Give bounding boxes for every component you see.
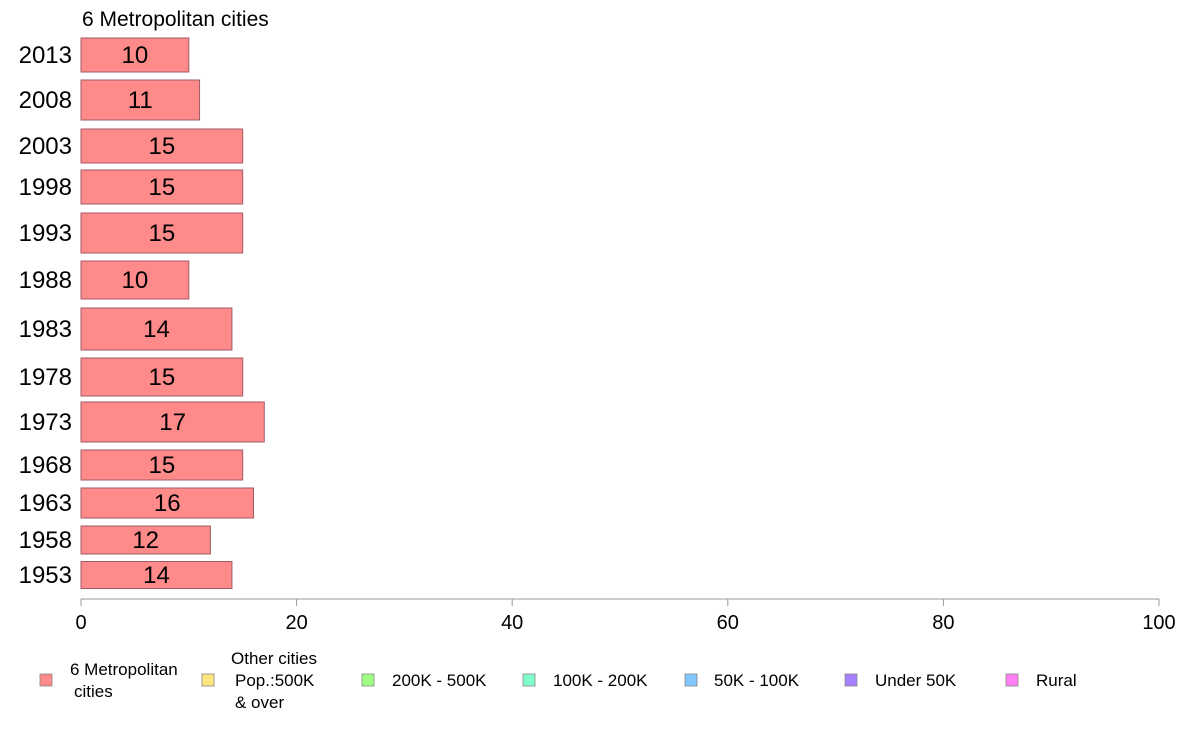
legend-swatch xyxy=(684,673,698,687)
legend-swatch xyxy=(39,673,53,687)
legend-label: 100K - 200K xyxy=(553,671,648,690)
category-label: 1968 xyxy=(19,452,72,479)
category-label: 1978 xyxy=(19,364,72,391)
bar-value-label: 14 xyxy=(143,316,170,343)
bars-layer: 2013 10 2008 11 2003 15 1998 15 1993 15 1988 10 1983… xyxy=(19,37,265,589)
legend-label-line: Pop.:500K xyxy=(235,671,315,690)
bar-value-label: 15 xyxy=(148,174,175,201)
legend-label: 6 Metropolitan cities xyxy=(70,660,178,701)
legend-swatch xyxy=(522,673,536,687)
x-tick-label: 40 xyxy=(501,612,523,634)
category-label: 1958 xyxy=(19,527,72,554)
legend-swatch xyxy=(1005,673,1019,687)
legend-swatch xyxy=(844,673,858,687)
bar xyxy=(80,561,233,589)
bar-value-label: 15 xyxy=(148,452,175,479)
bar-value-label: 17 xyxy=(159,409,186,436)
bar xyxy=(80,260,190,300)
bar xyxy=(80,401,265,443)
legend-label: 200K - 500K xyxy=(392,671,487,690)
legend-label-line: Rural xyxy=(1036,671,1077,690)
legend-label-line: & over xyxy=(235,693,284,712)
category-label: 1963 xyxy=(19,490,72,517)
bar-value-label: 16 xyxy=(154,490,181,517)
bar-value-label: 10 xyxy=(122,42,149,69)
legend-label-line: cities xyxy=(74,682,113,701)
x-tick-label: 100 xyxy=(1142,612,1175,634)
legend-label-line: 100K - 200K xyxy=(553,671,648,690)
bar-value-label: 15 xyxy=(148,133,175,160)
category-label: 1993 xyxy=(19,220,72,247)
bar xyxy=(80,169,244,205)
legend-label-line: Other cities xyxy=(231,649,317,668)
legend-label: 50K - 100K xyxy=(714,671,800,690)
category-label: 1988 xyxy=(19,267,72,294)
legend-label: Other cities Pop.:500K & over xyxy=(231,649,317,712)
x-tick-label: 80 xyxy=(932,612,954,634)
bar-value-label: 11 xyxy=(128,87,153,114)
category-label: 2003 xyxy=(19,133,72,160)
bar-value-label: 15 xyxy=(148,364,175,391)
legend-label-line: 6 Metropolitan xyxy=(70,660,178,679)
category-label: 1973 xyxy=(19,409,72,436)
category-label: 1953 xyxy=(19,562,72,589)
category-label: 1983 xyxy=(19,316,72,343)
bar xyxy=(80,487,254,519)
bar-value-label: 15 xyxy=(148,220,175,247)
category-label: 1998 xyxy=(19,174,72,201)
x-tick-label: 60 xyxy=(717,612,739,634)
legend-swatch xyxy=(361,673,375,687)
legend-label-line: 200K - 500K xyxy=(392,671,487,690)
bar xyxy=(80,37,190,73)
bar xyxy=(80,307,233,351)
x-axis: 0 20 40 60 80 100 xyxy=(75,598,1176,634)
legend-label: Rural xyxy=(1036,671,1077,690)
category-label: 2008 xyxy=(19,87,72,114)
bar xyxy=(80,357,244,397)
legend-swatch xyxy=(201,673,215,687)
bar-value-label: 12 xyxy=(132,527,159,554)
category-label: 2013 xyxy=(19,42,72,69)
chart-title: 6 Metropolitan cities xyxy=(82,8,269,31)
x-tick-label: 20 xyxy=(285,612,307,634)
bar xyxy=(80,212,244,254)
x-tick-label: 0 xyxy=(75,612,86,634)
legend-label-line: 50K - 100K xyxy=(714,671,800,690)
legend: 6 Metropolitan cities Other cities Pop.:500… xyxy=(39,649,1077,712)
bar xyxy=(80,449,244,481)
bar xyxy=(80,128,244,164)
bar-value-label: 10 xyxy=(122,267,149,294)
legend-label-line: Under 50K xyxy=(875,671,957,690)
bar-value-label: 14 xyxy=(143,562,170,589)
legend-label: Under 50K xyxy=(875,671,957,690)
bar xyxy=(80,525,211,555)
bar xyxy=(80,79,201,121)
